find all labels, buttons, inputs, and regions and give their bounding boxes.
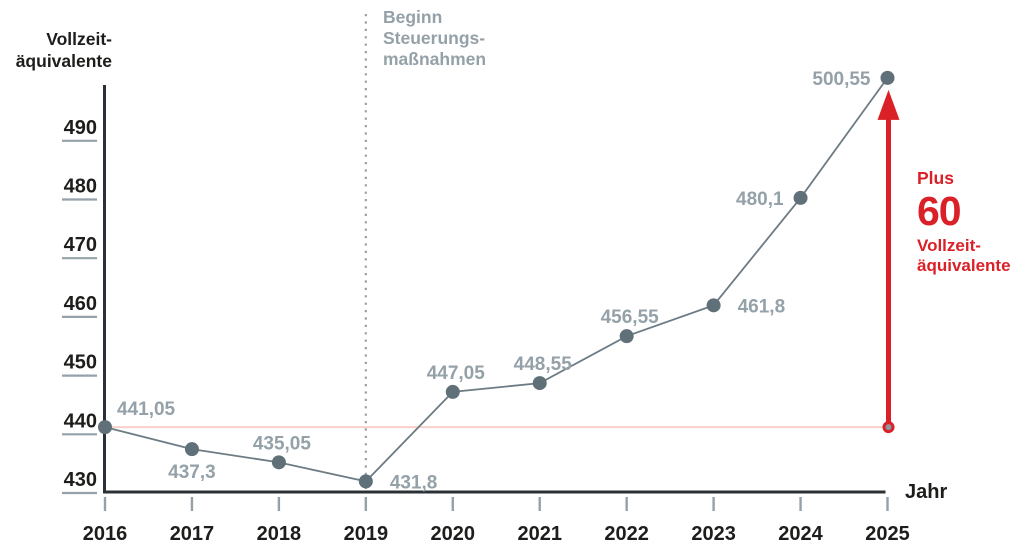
x-tick-label: 2022 bbox=[604, 523, 649, 545]
data-point bbox=[532, 376, 547, 391]
data-point-label: 480,1 bbox=[736, 189, 784, 210]
annotation-line2: Steuerungs- bbox=[383, 28, 486, 48]
y-tick-label: 440 bbox=[64, 410, 97, 432]
y-tick-label: 470 bbox=[64, 234, 97, 256]
x-tick-label: 2024 bbox=[778, 523, 823, 545]
x-tick-label: 2019 bbox=[344, 523, 389, 545]
data-point-label: 448,55 bbox=[514, 354, 573, 375]
data-point bbox=[880, 70, 895, 85]
data-point-label: 447,05 bbox=[427, 363, 486, 384]
delta-unit-line2: äquivalente bbox=[917, 255, 1011, 275]
x-tick-label: 2021 bbox=[517, 523, 562, 545]
data-point bbox=[184, 442, 199, 457]
delta-arrow-head bbox=[877, 89, 900, 120]
annotation-steuerungsmassnahmen: Beginn Steuerungs- maßnahmen bbox=[383, 7, 486, 70]
annotation-line3: maßnahmen bbox=[383, 49, 487, 69]
data-point-label: 441,05 bbox=[117, 399, 176, 420]
y-tick-label: 480 bbox=[64, 176, 97, 198]
y-tick-label: 450 bbox=[64, 352, 97, 374]
data-point bbox=[271, 455, 286, 470]
data-point bbox=[619, 329, 634, 344]
x-tick-label: 2025 bbox=[865, 523, 910, 545]
data-point bbox=[358, 474, 373, 489]
delta-unit-line1: Vollzeit- bbox=[917, 235, 981, 255]
data-point bbox=[445, 384, 460, 399]
data-point-label: 431,8 bbox=[390, 472, 438, 493]
y-axis-title-line1: Vollzeit- bbox=[46, 29, 112, 49]
y-axis-title: Vollzeit- äquivalente bbox=[14, 28, 112, 72]
annotation-line1: Beginn bbox=[383, 7, 443, 27]
delta-arrow-base-ring bbox=[882, 421, 895, 434]
data-point-label: 437,3 bbox=[168, 462, 216, 483]
x-tick-label: 2023 bbox=[691, 523, 736, 545]
data-point bbox=[98, 420, 112, 435]
y-tick-label: 460 bbox=[64, 293, 97, 315]
series-line bbox=[104, 77, 889, 483]
x-tick-label: 2020 bbox=[431, 523, 476, 545]
x-tick-label: 2016 bbox=[83, 523, 128, 545]
y-axis-title-line2: äquivalente bbox=[15, 51, 112, 71]
x-axis-title: Jahr bbox=[905, 481, 948, 503]
delta-prefix: Plus bbox=[917, 168, 954, 188]
delta-value: 60 bbox=[917, 187, 962, 234]
data-point-label: 456,55 bbox=[601, 307, 660, 328]
data-point-label: 500,55 bbox=[812, 69, 871, 90]
data-point-label: 461,8 bbox=[738, 296, 786, 317]
y-tick-label: 430 bbox=[64, 469, 97, 491]
data-point bbox=[793, 190, 808, 205]
delta-callout: Plus 60 Vollzeit- äquivalente bbox=[917, 168, 1011, 276]
data-point bbox=[706, 298, 721, 313]
x-tick-label: 2018 bbox=[257, 523, 302, 545]
data-point-label: 435,05 bbox=[253, 433, 312, 454]
y-tick-label: 490 bbox=[64, 117, 97, 139]
x-tick-label: 2017 bbox=[170, 523, 215, 545]
